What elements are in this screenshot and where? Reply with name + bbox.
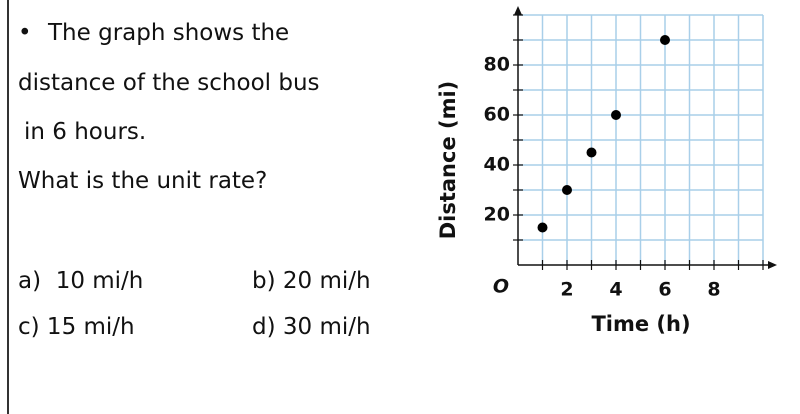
option: a) 10 mi/h: [18, 268, 144, 294]
option: d) 30 mi/h: [252, 314, 371, 340]
x-tick-label: 2: [560, 279, 573, 301]
bullet: •: [18, 20, 32, 46]
data-point: [660, 35, 670, 45]
x-axis-arrow: [768, 261, 777, 269]
x-tick-label: 4: [609, 279, 622, 301]
option: c) 15 mi/h: [18, 314, 135, 340]
y-tick-label: 80: [484, 54, 510, 76]
y-axis-label: Distance (mi): [436, 81, 460, 240]
question-line: distance of the school bus: [18, 70, 320, 96]
data-point: [611, 110, 621, 120]
x-tick-label: 6: [658, 279, 671, 301]
y-tick-label: 20: [484, 204, 510, 226]
margin-rule: [7, 0, 9, 414]
data-point: [562, 185, 572, 195]
question-line: The graph shows the: [48, 20, 290, 46]
question-line: What is the unit rate?: [18, 168, 268, 194]
data-point: [537, 222, 548, 233]
data-point: [586, 147, 597, 158]
x-tick-label: 8: [707, 279, 720, 301]
option: b) 20 mi/h: [252, 268, 371, 294]
question-line: in 6 hours.: [24, 119, 147, 145]
y-axis-arrow: [514, 6, 522, 15]
y-tick-label: 60: [484, 104, 510, 126]
y-tick-label: 40: [484, 154, 510, 176]
origin-label: O: [493, 276, 509, 298]
x-axis-label: Time (h): [591, 312, 690, 336]
